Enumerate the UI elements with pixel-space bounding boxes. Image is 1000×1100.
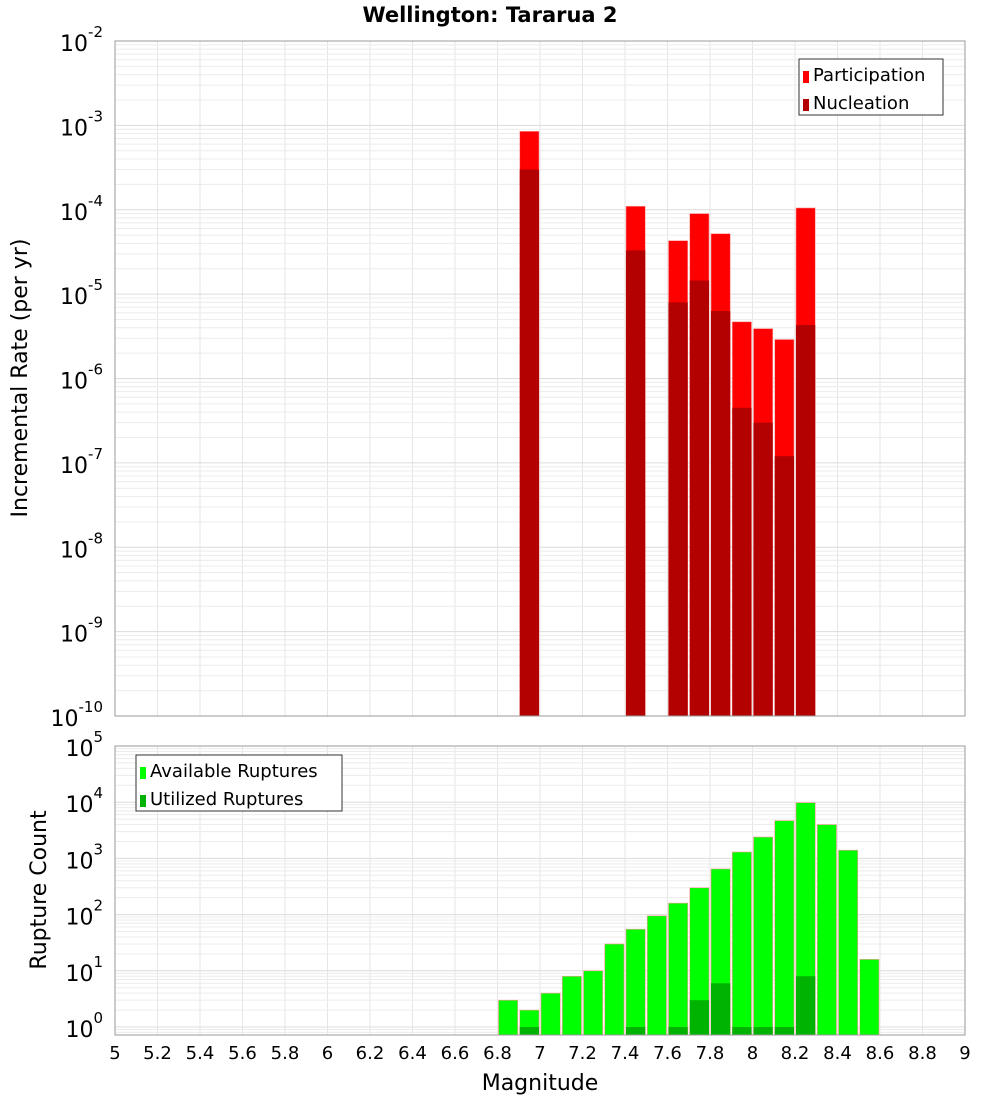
bar-utilized-ruptures xyxy=(753,1026,773,1035)
y-tick-label: 105 xyxy=(65,728,103,762)
x-tick-label: 8.4 xyxy=(823,1043,852,1064)
x-tick-label: 5 xyxy=(109,1043,120,1064)
y-tick-label: 10-5 xyxy=(60,276,103,310)
legend-label: Utilized Ruptures xyxy=(150,789,303,810)
x-tick-label: 6.2 xyxy=(356,1043,385,1064)
x-axis-label: Magnitude xyxy=(482,1071,599,1096)
legend-label: Participation xyxy=(813,65,925,86)
bar-nucleation xyxy=(732,407,752,716)
bar-nucleation xyxy=(774,456,794,716)
x-tick-label: 8.8 xyxy=(908,1043,937,1064)
bar-available-ruptures xyxy=(774,820,795,1036)
x-tick-label: 7.8 xyxy=(696,1043,725,1064)
bar-utilized-ruptures xyxy=(774,1026,794,1035)
bar-available-ruptures xyxy=(646,915,667,1036)
x-tick-label: 6.6 xyxy=(441,1043,470,1064)
bar-nucleation xyxy=(668,302,688,716)
x-tick-label: 5.2 xyxy=(143,1043,172,1064)
chart-title: Wellington: Tararua 2 xyxy=(362,3,617,27)
y-tick-label: 10-8 xyxy=(60,529,103,563)
x-tick-label: 8 xyxy=(747,1043,758,1064)
bar-available-ruptures xyxy=(859,959,880,1036)
legend-swatch xyxy=(140,795,146,807)
bar-utilized-ruptures xyxy=(711,983,731,1035)
x-tick-label: 9 xyxy=(959,1043,970,1064)
y-tick-label: 104 xyxy=(65,784,103,818)
bar-utilized-ruptures xyxy=(668,1026,688,1035)
legend xyxy=(798,58,944,116)
x-tick-label: 6 xyxy=(322,1043,333,1064)
bar-available-ruptures xyxy=(604,943,625,1036)
bar-nucleation xyxy=(626,250,646,717)
bar-nucleation xyxy=(753,422,773,716)
plot-frame xyxy=(114,745,966,1036)
bar-available-ruptures xyxy=(561,975,582,1036)
legend-swatch xyxy=(140,767,146,779)
bar-available-ruptures xyxy=(816,824,837,1036)
x-tick-label: 5.6 xyxy=(228,1043,257,1064)
legend xyxy=(135,754,343,812)
bar-nucleation xyxy=(796,325,816,716)
legend-label: Nucleation xyxy=(813,93,909,114)
x-tick-label: 8.6 xyxy=(866,1043,895,1064)
plot-frame xyxy=(114,40,966,717)
bar-available-ruptures xyxy=(731,851,752,1036)
x-tick-label: 7 xyxy=(534,1043,545,1064)
bar-available-ruptures xyxy=(668,902,689,1036)
y-tick-label: 10-2 xyxy=(60,23,103,57)
x-tick-label: 8.2 xyxy=(781,1043,810,1064)
bar-available-ruptures xyxy=(540,992,561,1036)
legend-swatch xyxy=(803,99,809,111)
y-tick-label: 10-9 xyxy=(60,614,103,648)
y-tick-label: 103 xyxy=(65,840,103,874)
bar-utilized-ruptures xyxy=(732,1026,752,1035)
bar-available-ruptures xyxy=(753,836,774,1036)
x-tick-label: 7.4 xyxy=(611,1043,640,1064)
y-tick-label: 10-3 xyxy=(60,107,103,141)
top-y-axis-label: Incremental Rate (per yr) xyxy=(8,239,33,518)
x-tick-label: 6.4 xyxy=(398,1043,427,1064)
y-tick-label: 101 xyxy=(65,953,103,987)
x-tick-label: 7.6 xyxy=(653,1043,682,1064)
y-tick-label: 10-6 xyxy=(60,361,103,395)
x-tick-label: 5.8 xyxy=(271,1043,300,1064)
bar-nucleation xyxy=(711,311,731,716)
bar-utilized-ruptures xyxy=(519,1026,539,1035)
y-tick-label: 100 xyxy=(65,1009,103,1043)
legend-swatch xyxy=(803,71,809,83)
bar-utilized-ruptures xyxy=(689,1000,709,1035)
bar-nucleation xyxy=(689,280,709,716)
bar-nucleation xyxy=(519,169,539,716)
bar-available-ruptures xyxy=(498,999,519,1036)
x-tick-label: 7.2 xyxy=(568,1043,597,1064)
x-tick-label: 5.4 xyxy=(186,1043,215,1064)
bar-available-ruptures xyxy=(583,970,604,1036)
bar-utilized-ruptures xyxy=(626,1026,646,1035)
legend-label: Available Ruptures xyxy=(150,761,318,782)
bottom-y-axis-label: Rupture Count xyxy=(27,810,52,970)
bar-utilized-ruptures xyxy=(796,976,816,1035)
bar-available-ruptures xyxy=(838,849,859,1036)
bar-available-ruptures xyxy=(625,928,646,1036)
y-tick-label: 10-4 xyxy=(60,192,103,226)
x-tick-label: 6.8 xyxy=(483,1043,512,1064)
y-tick-label: 10-7 xyxy=(60,445,103,479)
y-tick-label: 102 xyxy=(65,897,103,931)
y-tick-label: 10-10 xyxy=(51,698,104,732)
